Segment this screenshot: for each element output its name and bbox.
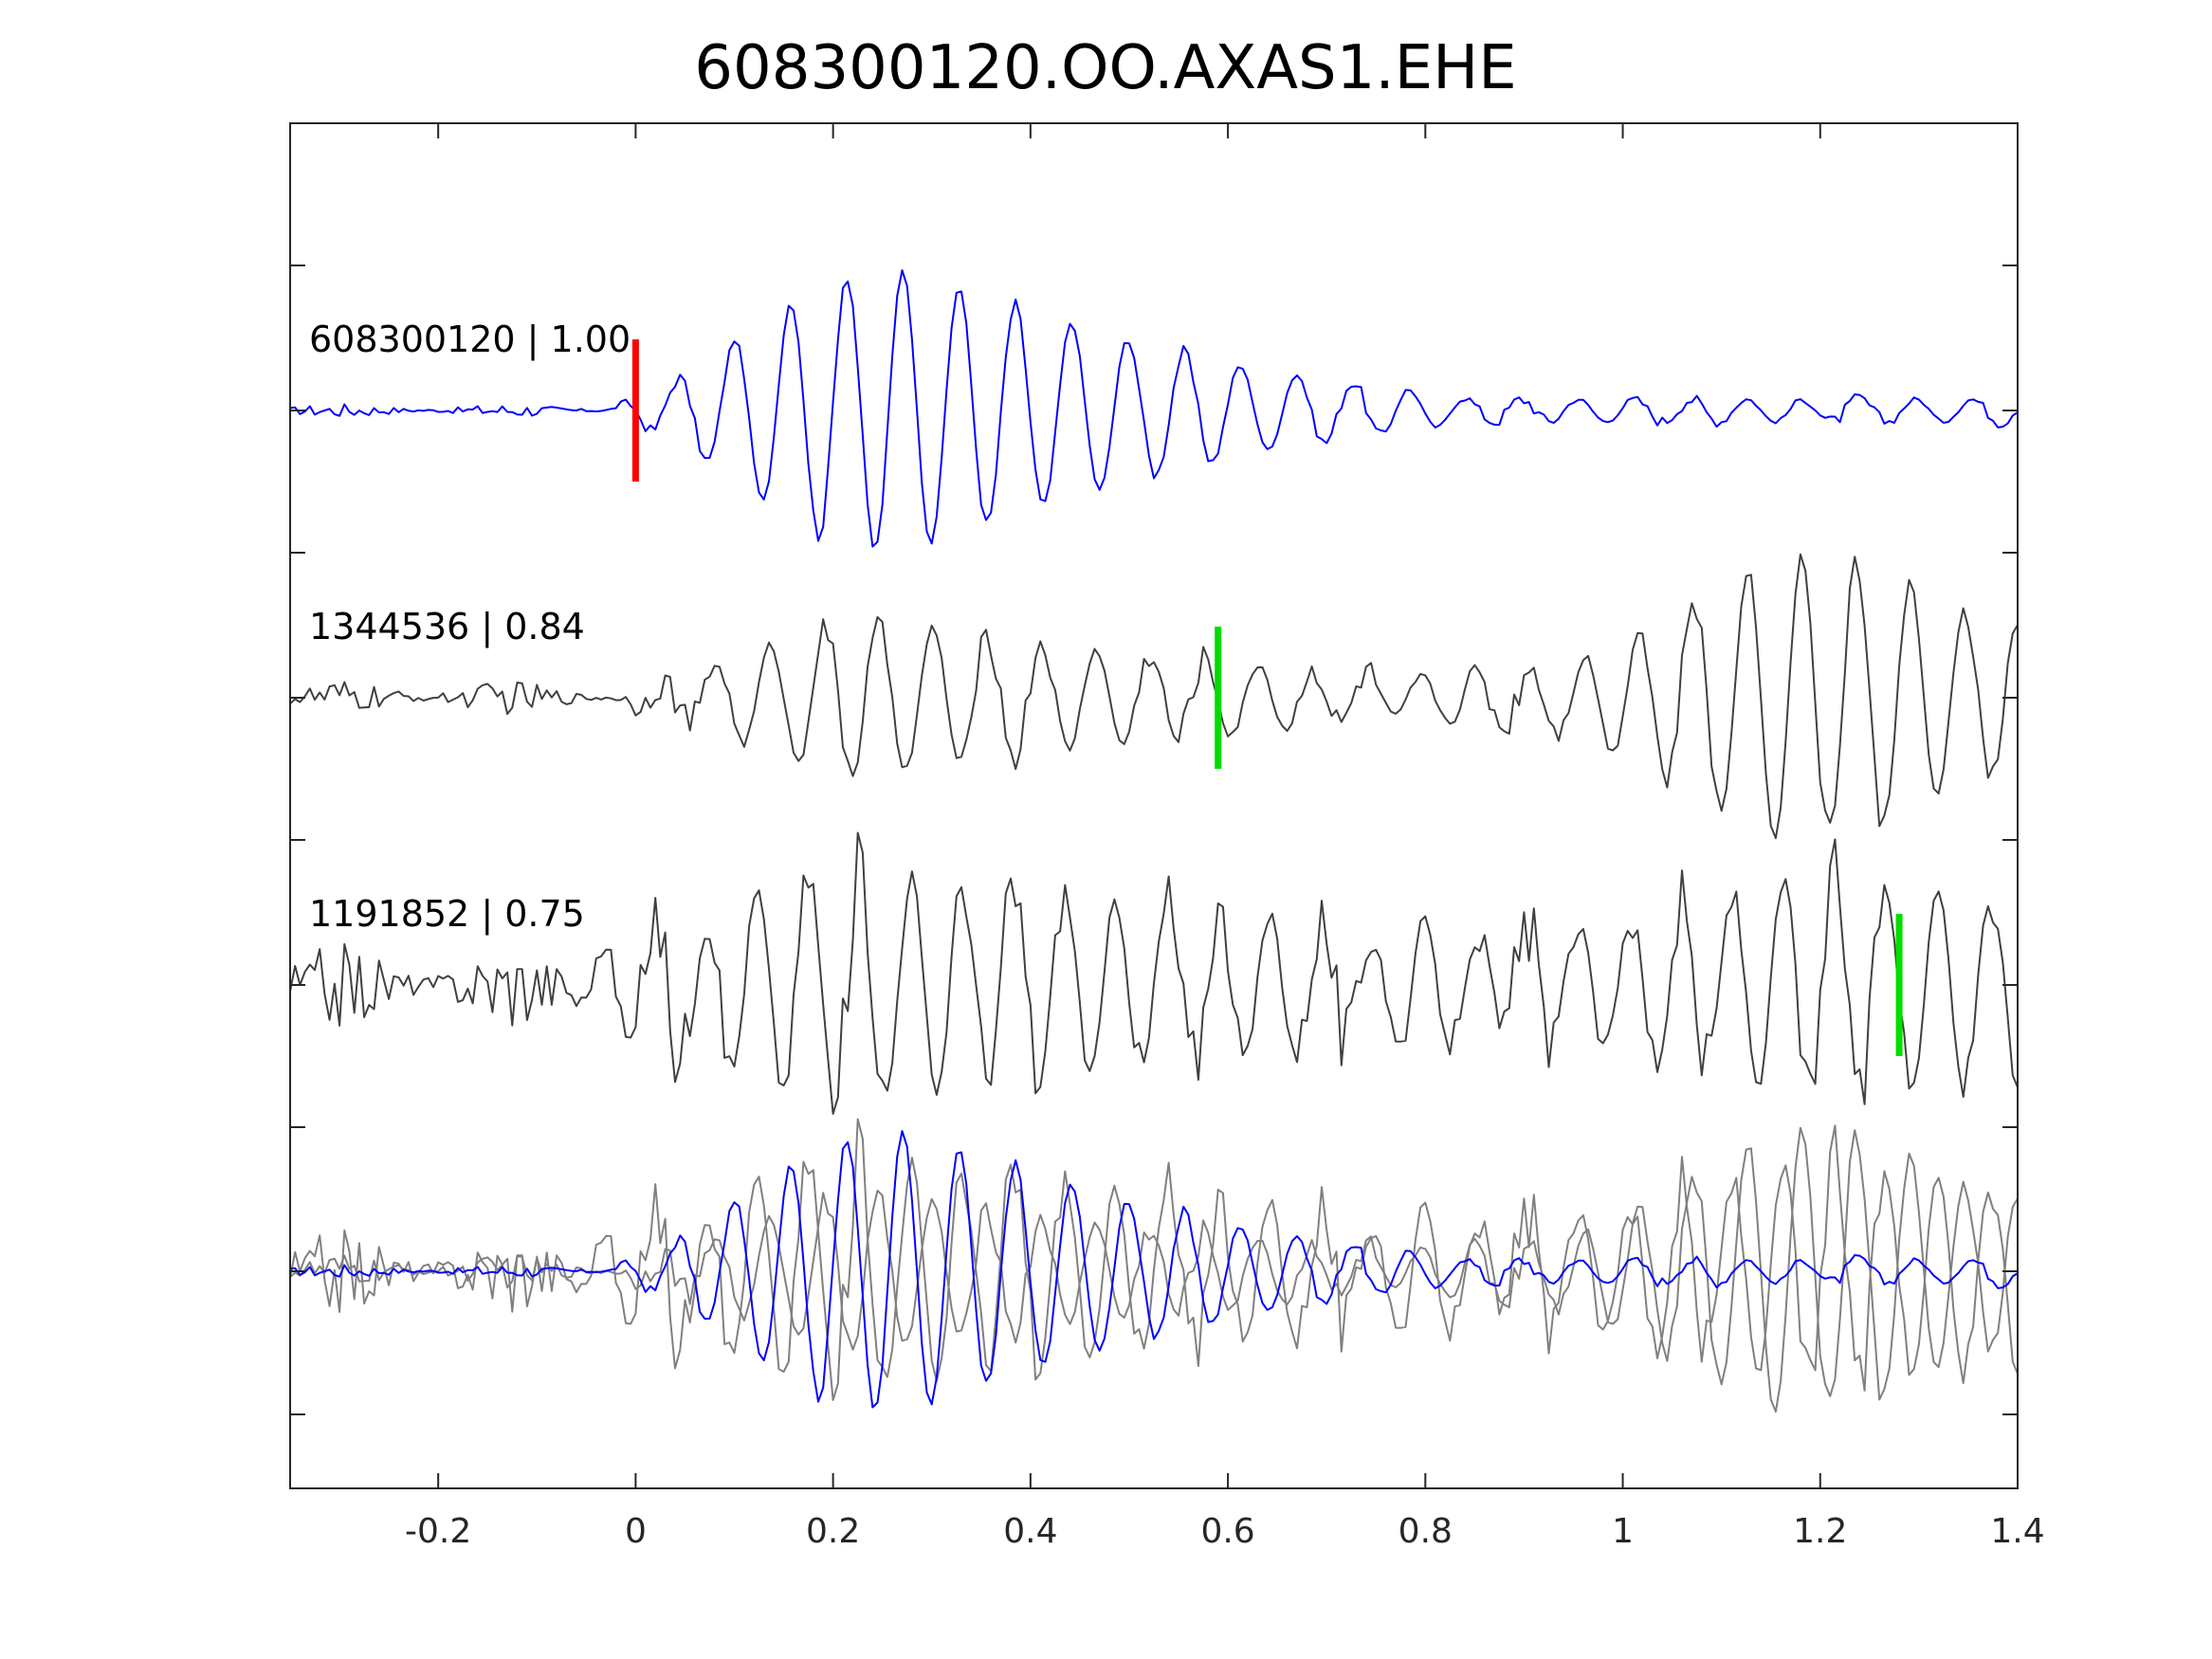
axes: -0.2 0 0.2 0.4 0.6 0.8 1 1.2 1.4 — [289, 122, 2045, 1551]
overlay-trace-3 — [289, 1118, 2019, 1401]
x-tick-label: -0.2 — [405, 1512, 471, 1551]
x-tick-label: 0.2 — [806, 1512, 860, 1551]
trace-label-1: 608300120 | 1.00 — [309, 319, 631, 361]
plot-area: 608300120 | 1.00 1344536 | 0.84 1191852 | … — [289, 269, 2019, 1413]
axes-box — [289, 122, 2019, 1489]
x-tick-label: 0 — [625, 1512, 647, 1551]
x-tick-label: 1 — [1612, 1512, 1634, 1551]
trace-label-3: 1191852 | 0.75 — [309, 893, 585, 936]
overlay-trace-2 — [289, 1126, 2019, 1413]
trace-2 — [289, 553, 2019, 840]
trace-3 — [289, 831, 2019, 1115]
x-tick-label: 1.4 — [1990, 1512, 2044, 1551]
x-tick-label: 0.4 — [1003, 1512, 1057, 1551]
chart-title: 608300120.OO.AXAS1.EHE — [694, 33, 1516, 103]
trace-1 — [289, 269, 2019, 548]
trace-label-2: 1344536 | 0.84 — [309, 606, 585, 648]
x-tick-label: 0.6 — [1200, 1512, 1254, 1551]
x-tick-label: 0.8 — [1398, 1512, 1453, 1551]
overlay-trace-1 — [289, 1130, 2019, 1409]
x-tick-label: 1.2 — [1793, 1512, 1847, 1551]
